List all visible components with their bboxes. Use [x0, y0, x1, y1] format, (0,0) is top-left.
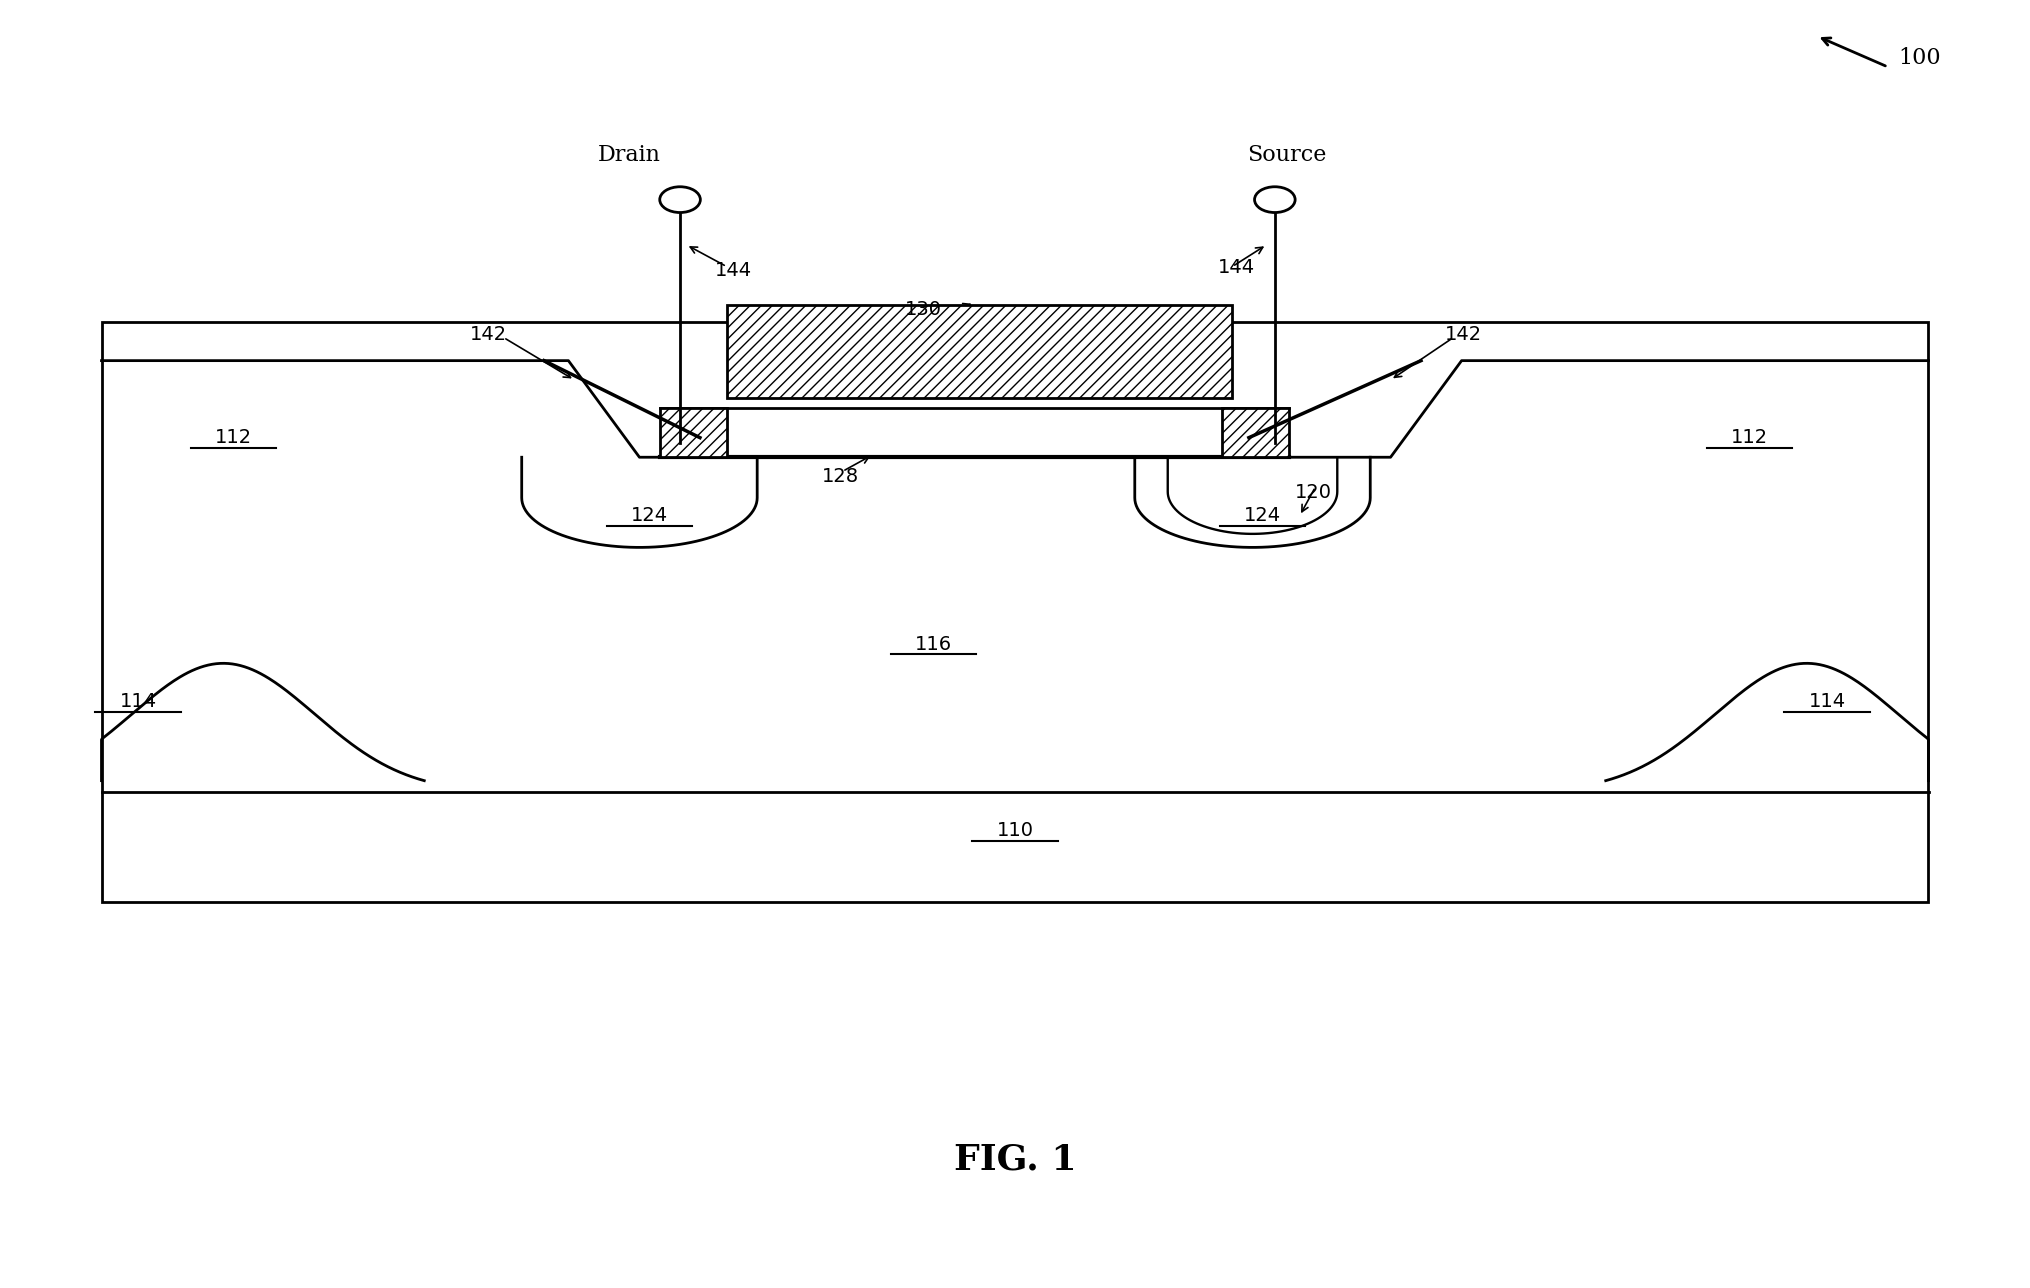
Text: 124: 124 [1244, 506, 1281, 524]
Text: 144: 144 [715, 261, 751, 279]
Text: FIG. 1: FIG. 1 [954, 1142, 1076, 1176]
Text: 116: 116 [916, 635, 952, 653]
Text: 112: 112 [215, 429, 252, 447]
Text: 112: 112 [1732, 429, 1768, 447]
Text: 120: 120 [1295, 483, 1332, 501]
Bar [727, 305, 1232, 398]
Text: 114: 114 [1809, 693, 1845, 711]
Bar [102, 322, 1928, 902]
Text: 124: 124 [631, 506, 668, 524]
Circle shape [660, 187, 700, 213]
Text: 100: 100 [1898, 46, 1941, 70]
Text: 128: 128 [822, 468, 859, 486]
Text: 142: 142 [1445, 326, 1482, 344]
Text: 130: 130 [905, 300, 942, 318]
Text: 110: 110 [997, 822, 1033, 840]
Bar [660, 408, 727, 457]
Text: 142: 142 [471, 326, 508, 344]
Text: 144: 144 [1218, 259, 1255, 277]
Text: Drain: Drain [599, 143, 660, 166]
Text: Source: Source [1246, 143, 1328, 166]
Circle shape [1255, 187, 1295, 213]
Bar [1222, 408, 1289, 457]
Text: 114: 114 [120, 693, 156, 711]
